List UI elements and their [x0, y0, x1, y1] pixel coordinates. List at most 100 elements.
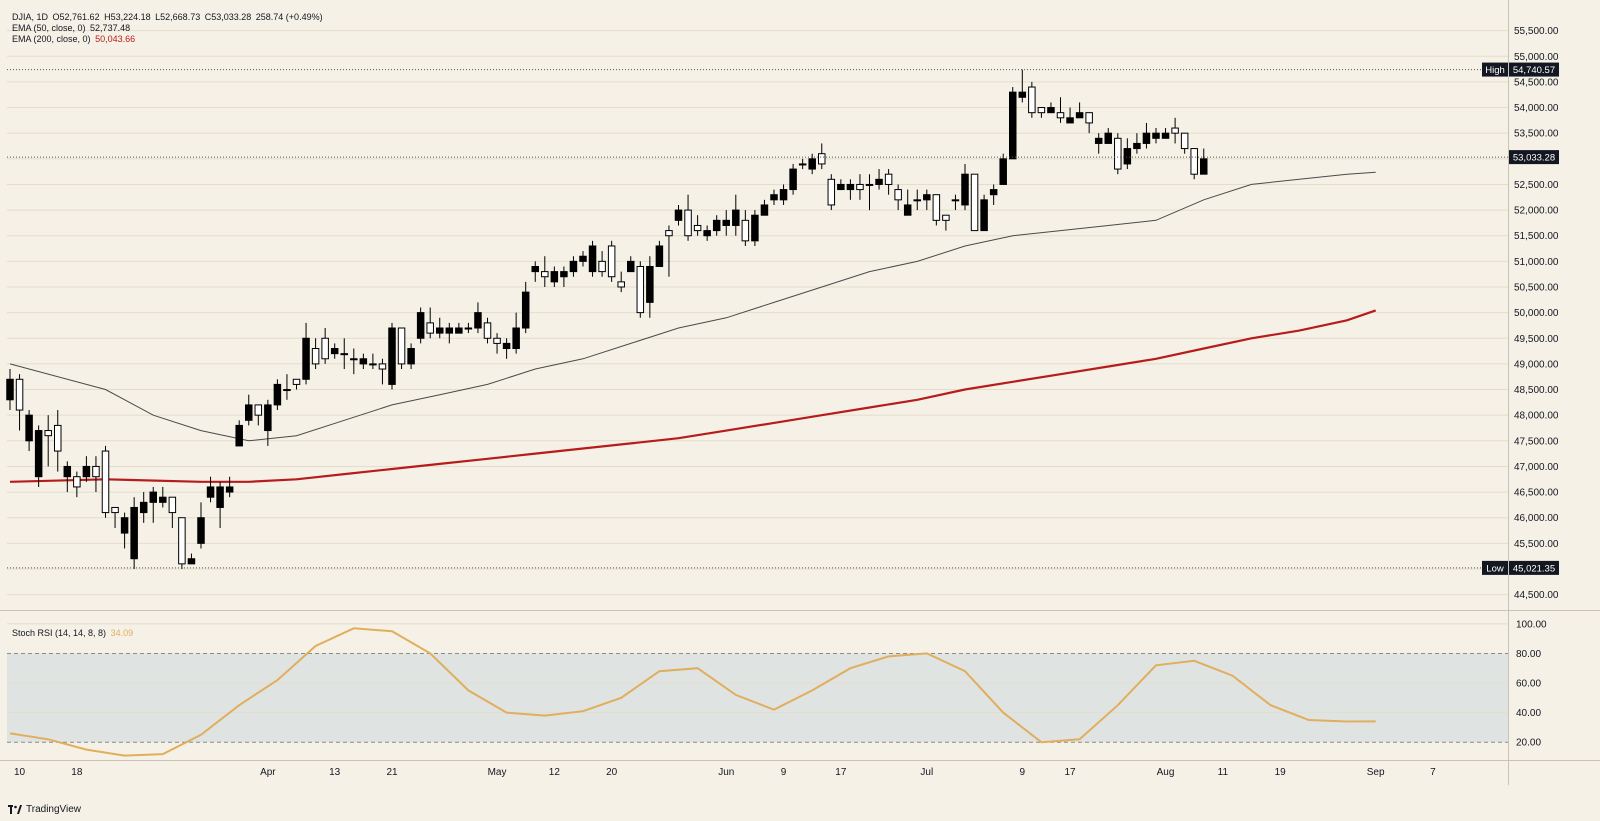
candle-body — [101, 450, 110, 514]
candle — [82, 456, 91, 482]
candle-body — [350, 358, 358, 361]
candle — [407, 343, 415, 370]
candle-body — [178, 517, 186, 565]
candle — [1180, 132, 1189, 154]
candle-body — [426, 322, 434, 334]
candle-body — [359, 358, 368, 365]
candle-body — [1171, 127, 1179, 134]
candle-body — [627, 260, 635, 273]
stoch-rsi-line — [9, 627, 1376, 757]
candle — [837, 179, 845, 191]
candle-body — [34, 430, 43, 478]
candle — [168, 496, 177, 528]
candle-body — [903, 204, 912, 216]
branding-text: TradingView — [26, 804, 82, 815]
candle-body — [369, 363, 377, 366]
high-marker: High 54,740.57 — [1482, 62, 1559, 77]
candle — [63, 461, 72, 493]
candle — [770, 189, 778, 205]
stoch-legend[interactable]: Stoch RSI (14, 14, 8, 8) 34.09 — [12, 628, 135, 639]
high-marker-value-bg — [1509, 62, 1559, 77]
tradingview-logo-icon — [8, 805, 22, 814]
price-tick-label: 52,000.00 — [1514, 206, 1559, 217]
low-marker-label: Low — [1486, 563, 1504, 574]
candle — [531, 261, 539, 282]
candle — [1028, 81, 1036, 118]
stoch-tick-label: 100.00 — [1516, 619, 1547, 630]
candle — [1161, 128, 1170, 139]
candle-body — [378, 363, 387, 370]
candle-body — [92, 465, 100, 478]
candle — [178, 517, 186, 569]
ema200-legend[interactable]: EMA (200, close, 0) 50,043.66 — [12, 34, 137, 45]
last-price-marker-value-bg — [1509, 150, 1559, 165]
candle-body — [455, 327, 463, 334]
candle-body — [225, 486, 234, 493]
candle-body — [1056, 112, 1065, 119]
time-tick-label: 20 — [606, 767, 618, 778]
ema50-legend[interactable]: EMA (50, close, 0) 52,737.48 — [12, 23, 132, 34]
ema50-legend-label: EMA (50, close, 0) — [12, 23, 86, 33]
tradingview-branding[interactable]: TradingView — [8, 804, 81, 815]
stoch-tick-label: 80.00 — [1516, 649, 1541, 660]
candle-body — [302, 337, 310, 380]
time-tick-label: 7 — [1430, 767, 1436, 778]
candle-body — [636, 265, 645, 314]
candle-body — [245, 404, 253, 421]
candle-body — [980, 199, 988, 232]
time-tick-label: Aug — [1157, 767, 1175, 778]
time-tick-label: 13 — [329, 767, 341, 778]
candles[interactable] — [6, 69, 1208, 569]
high-marker-label: High — [1485, 65, 1505, 76]
candle-body — [751, 214, 759, 242]
time-tick-label: 21 — [386, 767, 398, 778]
candle-body — [617, 281, 625, 288]
candle — [502, 338, 511, 359]
candle-body — [120, 517, 129, 534]
candle — [149, 486, 157, 523]
candle-body — [999, 158, 1007, 185]
candle-body — [1114, 137, 1122, 170]
candle-body — [321, 337, 329, 360]
candle-body — [1018, 91, 1027, 98]
legend-symbol[interactable]: DJIA, 1D — [12, 12, 49, 22]
ema200-legend-value: 50,043.66 — [95, 34, 136, 44]
low-marker-value: 45,021.35 — [1513, 563, 1555, 574]
candle-body — [474, 312, 482, 329]
candle — [903, 189, 912, 216]
candle-body — [951, 199, 960, 202]
candle — [206, 476, 215, 503]
candle — [999, 153, 1007, 185]
candle — [283, 374, 291, 400]
candle-body — [502, 342, 511, 350]
candle-body — [416, 312, 425, 339]
candle — [989, 184, 998, 205]
candle — [693, 215, 702, 236]
legend-close: C53,033.28 — [204, 12, 252, 22]
candle-body — [25, 414, 33, 442]
candle — [44, 415, 52, 467]
candle — [302, 322, 310, 385]
candle-body — [961, 173, 969, 206]
candle-body — [1037, 107, 1046, 114]
candle-body — [464, 327, 473, 330]
candle-body — [913, 199, 921, 202]
price-markers: High 54,740.57 Low 45,021.35 53,033.28 — [7, 62, 1559, 575]
candle — [254, 404, 263, 426]
candle — [321, 328, 329, 364]
stoch-band-fill — [7, 653, 1508, 743]
time-tick-label: 11 — [1218, 767, 1229, 778]
low-marker: Low 45,021.35 — [1482, 560, 1559, 575]
price-tick-label: 54,000.00 — [1514, 103, 1559, 114]
candle — [569, 256, 578, 277]
candle-body — [1009, 91, 1017, 160]
candle — [187, 553, 196, 565]
candle — [225, 476, 234, 498]
candle-body — [139, 501, 148, 514]
stoch-tick-label: 40.00 — [1516, 708, 1541, 719]
candle — [655, 240, 664, 267]
candle — [521, 281, 530, 334]
candle-body — [283, 389, 291, 392]
candle — [674, 204, 683, 226]
